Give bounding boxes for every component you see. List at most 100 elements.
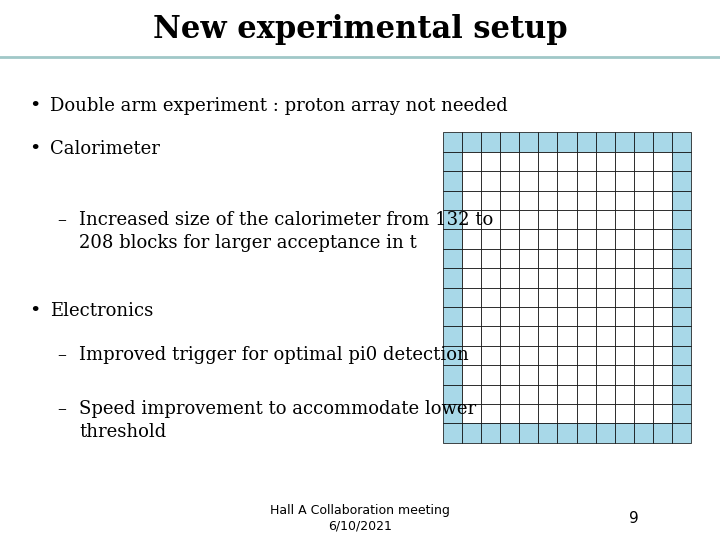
Bar xyxy=(634,191,653,210)
Bar xyxy=(672,287,691,307)
Bar xyxy=(557,191,577,210)
Bar xyxy=(653,132,672,152)
Bar xyxy=(481,326,500,346)
Bar xyxy=(577,346,595,365)
Bar xyxy=(577,423,595,443)
Bar xyxy=(634,249,653,268)
Bar xyxy=(634,230,653,249)
Text: Double arm experiment : proton array not needed: Double arm experiment : proton array not… xyxy=(50,97,508,115)
Text: Calorimeter: Calorimeter xyxy=(50,140,161,158)
Bar xyxy=(443,268,462,287)
Bar xyxy=(481,346,500,365)
Bar xyxy=(539,423,557,443)
Text: –: – xyxy=(58,400,66,417)
Bar xyxy=(577,307,595,326)
Bar xyxy=(595,287,615,307)
Bar xyxy=(595,365,615,384)
Bar xyxy=(443,171,462,191)
Bar xyxy=(653,423,672,443)
Bar xyxy=(653,404,672,423)
Bar xyxy=(462,210,481,230)
Bar xyxy=(519,307,539,326)
Bar xyxy=(557,132,577,152)
Bar xyxy=(519,210,539,230)
Bar xyxy=(653,210,672,230)
Bar xyxy=(519,152,539,171)
Bar xyxy=(634,152,653,171)
Bar xyxy=(615,152,634,171)
Text: Improved trigger for optimal pi0 detection: Improved trigger for optimal pi0 detecti… xyxy=(79,346,469,363)
Bar xyxy=(481,171,500,191)
Bar xyxy=(500,346,519,365)
Bar xyxy=(539,210,557,230)
Text: •: • xyxy=(29,302,40,320)
Bar xyxy=(481,268,500,287)
Bar xyxy=(539,287,557,307)
Bar xyxy=(443,249,462,268)
Bar xyxy=(672,249,691,268)
Bar xyxy=(577,191,595,210)
Bar xyxy=(615,171,634,191)
Bar xyxy=(443,384,462,404)
Bar xyxy=(539,384,557,404)
Bar xyxy=(500,171,519,191)
Bar xyxy=(481,249,500,268)
Bar xyxy=(519,268,539,287)
Bar xyxy=(634,210,653,230)
Bar xyxy=(615,423,634,443)
Bar xyxy=(519,423,539,443)
Bar xyxy=(672,230,691,249)
Bar xyxy=(615,230,634,249)
Bar xyxy=(672,171,691,191)
Bar xyxy=(577,171,595,191)
Bar xyxy=(634,287,653,307)
Bar xyxy=(672,210,691,230)
Bar xyxy=(443,423,462,443)
Text: 9: 9 xyxy=(629,511,639,526)
Bar xyxy=(557,404,577,423)
Bar xyxy=(462,171,481,191)
Bar xyxy=(577,152,595,171)
Bar xyxy=(519,326,539,346)
Bar xyxy=(539,171,557,191)
Bar xyxy=(672,346,691,365)
Bar xyxy=(557,230,577,249)
Bar xyxy=(653,191,672,210)
Bar xyxy=(500,210,519,230)
Bar xyxy=(443,365,462,384)
Bar xyxy=(653,152,672,171)
Bar xyxy=(519,230,539,249)
Bar xyxy=(672,404,691,423)
Bar xyxy=(500,191,519,210)
Bar xyxy=(500,404,519,423)
Bar xyxy=(539,307,557,326)
Bar xyxy=(462,326,481,346)
Bar xyxy=(539,132,557,152)
Bar xyxy=(443,307,462,326)
Bar xyxy=(595,404,615,423)
Bar xyxy=(539,230,557,249)
Bar xyxy=(500,132,519,152)
Bar xyxy=(481,191,500,210)
Bar xyxy=(462,365,481,384)
Bar xyxy=(443,230,462,249)
Bar xyxy=(539,268,557,287)
Bar xyxy=(462,249,481,268)
Text: New experimental setup: New experimental setup xyxy=(153,14,567,45)
Bar xyxy=(481,210,500,230)
Bar xyxy=(443,404,462,423)
Bar xyxy=(672,307,691,326)
Bar xyxy=(672,191,691,210)
Bar xyxy=(653,365,672,384)
Bar xyxy=(481,132,500,152)
Bar xyxy=(462,307,481,326)
Bar xyxy=(653,307,672,326)
Bar xyxy=(672,268,691,287)
Bar xyxy=(634,365,653,384)
Bar xyxy=(443,132,462,152)
Text: Speed improvement to accommodate lower
threshold: Speed improvement to accommodate lower t… xyxy=(79,400,477,441)
Bar xyxy=(595,249,615,268)
Bar xyxy=(615,249,634,268)
Bar xyxy=(462,230,481,249)
Bar xyxy=(557,210,577,230)
